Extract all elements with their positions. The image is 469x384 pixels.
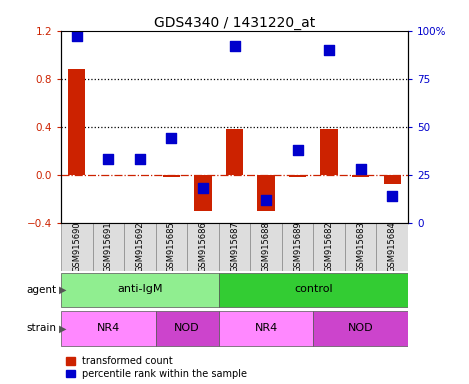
FancyBboxPatch shape bbox=[313, 223, 345, 271]
FancyBboxPatch shape bbox=[313, 311, 408, 346]
Text: GSM915689: GSM915689 bbox=[293, 221, 302, 272]
Text: NR4: NR4 bbox=[254, 323, 278, 333]
FancyBboxPatch shape bbox=[61, 223, 92, 271]
FancyBboxPatch shape bbox=[345, 223, 377, 271]
Legend: transformed count, percentile rank within the sample: transformed count, percentile rank withi… bbox=[66, 356, 247, 379]
Bar bbox=[194, 175, 212, 211]
Text: GSM915682: GSM915682 bbox=[325, 221, 333, 272]
FancyBboxPatch shape bbox=[250, 223, 282, 271]
Point bbox=[199, 185, 207, 191]
Bar bbox=[257, 175, 275, 211]
Text: GSM915685: GSM915685 bbox=[167, 221, 176, 272]
Point bbox=[294, 147, 302, 153]
Text: GSM915687: GSM915687 bbox=[230, 221, 239, 272]
Text: GSM915690: GSM915690 bbox=[72, 222, 81, 272]
FancyBboxPatch shape bbox=[61, 311, 156, 346]
Text: NOD: NOD bbox=[348, 323, 373, 333]
FancyBboxPatch shape bbox=[187, 223, 219, 271]
FancyBboxPatch shape bbox=[377, 223, 408, 271]
Text: NOD: NOD bbox=[174, 323, 200, 333]
Point bbox=[357, 166, 364, 172]
Bar bbox=[226, 129, 243, 175]
Point bbox=[388, 193, 396, 199]
FancyBboxPatch shape bbox=[61, 273, 219, 307]
Text: ▶: ▶ bbox=[59, 323, 66, 333]
Bar bbox=[352, 175, 370, 177]
Text: NR4: NR4 bbox=[97, 323, 120, 333]
Bar bbox=[384, 175, 401, 184]
Text: GSM915692: GSM915692 bbox=[136, 222, 144, 272]
FancyBboxPatch shape bbox=[156, 223, 187, 271]
FancyBboxPatch shape bbox=[219, 311, 313, 346]
Point bbox=[231, 43, 238, 49]
FancyBboxPatch shape bbox=[124, 223, 156, 271]
Text: agent: agent bbox=[26, 285, 56, 295]
Point bbox=[105, 156, 112, 162]
Text: GSM915683: GSM915683 bbox=[356, 221, 365, 272]
FancyBboxPatch shape bbox=[92, 223, 124, 271]
Point bbox=[73, 33, 81, 40]
Bar bbox=[320, 129, 338, 175]
Point bbox=[167, 135, 175, 141]
Text: strain: strain bbox=[26, 323, 56, 333]
Point bbox=[325, 47, 333, 53]
Text: anti-IgM: anti-IgM bbox=[117, 284, 163, 294]
Text: ▶: ▶ bbox=[59, 285, 66, 295]
FancyBboxPatch shape bbox=[156, 311, 219, 346]
Bar bbox=[68, 69, 85, 175]
Point bbox=[136, 156, 144, 162]
Text: GSM915686: GSM915686 bbox=[198, 221, 207, 272]
FancyBboxPatch shape bbox=[219, 223, 250, 271]
FancyBboxPatch shape bbox=[219, 273, 408, 307]
Point bbox=[262, 197, 270, 203]
Text: GSM915684: GSM915684 bbox=[388, 221, 397, 272]
Bar bbox=[163, 175, 180, 177]
Text: control: control bbox=[294, 284, 333, 294]
Title: GDS4340 / 1431220_at: GDS4340 / 1431220_at bbox=[154, 16, 315, 30]
FancyBboxPatch shape bbox=[282, 223, 313, 271]
Text: GSM915688: GSM915688 bbox=[262, 221, 271, 272]
Text: GSM915691: GSM915691 bbox=[104, 222, 113, 272]
Bar bbox=[289, 175, 306, 177]
